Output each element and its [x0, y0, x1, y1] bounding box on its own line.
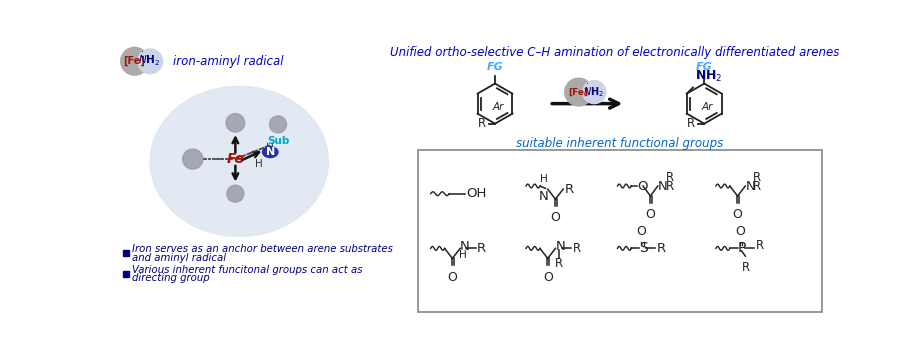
- Text: S: S: [639, 241, 648, 256]
- Text: R: R: [755, 239, 763, 252]
- Text: R: R: [666, 180, 674, 193]
- Text: O: O: [645, 208, 656, 221]
- Text: iron-aminyl radical: iron-aminyl radical: [173, 55, 284, 68]
- Text: Iron serves as an anchor between arene substrates: Iron serves as an anchor between arene s…: [132, 244, 393, 254]
- Text: •: •: [275, 145, 278, 151]
- Bar: [418, 150, 822, 311]
- Text: Sub: Sub: [267, 135, 290, 146]
- Text: H: H: [266, 143, 274, 152]
- Text: O: O: [636, 225, 646, 238]
- Text: H: H: [458, 249, 467, 260]
- Text: O: O: [447, 271, 457, 284]
- Text: P: P: [738, 241, 746, 256]
- Bar: [123, 250, 129, 256]
- Text: N: N: [460, 240, 470, 253]
- Text: suitable inherent functional groups: suitable inherent functional groups: [516, 137, 724, 150]
- Text: R: R: [554, 257, 562, 270]
- Circle shape: [269, 116, 287, 133]
- Circle shape: [227, 185, 244, 202]
- Text: [Fe]: [Fe]: [568, 87, 588, 97]
- Text: N: N: [539, 190, 549, 203]
- Text: O: O: [550, 211, 561, 224]
- Ellipse shape: [263, 147, 278, 158]
- Text: Fe: Fe: [227, 152, 244, 166]
- Circle shape: [226, 114, 244, 132]
- Text: [Fe]: [Fe]: [123, 56, 145, 66]
- Text: N: N: [555, 240, 565, 253]
- Text: R: R: [478, 117, 486, 130]
- Text: R: R: [573, 242, 581, 255]
- Text: FG: FG: [487, 62, 503, 72]
- Text: H: H: [540, 174, 548, 184]
- Text: NH$_2$: NH$_2$: [694, 69, 722, 84]
- Text: $\dot{N}$H$_2$: $\dot{N}$H$_2$: [138, 51, 160, 68]
- Text: O: O: [638, 180, 648, 192]
- Text: $\dot{N}$H$_2$: $\dot{N}$H$_2$: [583, 82, 604, 99]
- Text: O: O: [735, 225, 745, 238]
- Text: OH: OH: [467, 187, 487, 200]
- Text: and aminyl radical: and aminyl radical: [132, 253, 227, 262]
- Text: Ar: Ar: [492, 102, 503, 112]
- Text: H: H: [254, 159, 263, 169]
- Text: O: O: [733, 208, 742, 221]
- Circle shape: [137, 49, 162, 74]
- Circle shape: [565, 78, 593, 106]
- Text: N: N: [745, 180, 755, 192]
- Circle shape: [121, 48, 148, 75]
- Text: N: N: [266, 147, 275, 157]
- Text: R: R: [565, 183, 573, 196]
- Ellipse shape: [150, 86, 328, 236]
- Text: directing group: directing group: [132, 273, 210, 284]
- Text: Unified ortho-selective C–H amination of electronically differentiated arenes: Unified ortho-selective C–H amination of…: [390, 45, 840, 58]
- Bar: [123, 271, 129, 277]
- Text: R: R: [742, 261, 751, 274]
- Text: R: R: [478, 242, 486, 255]
- Text: FG: FG: [696, 62, 713, 72]
- Text: R: R: [657, 242, 666, 255]
- Text: N: N: [657, 180, 668, 192]
- Text: R: R: [753, 180, 762, 193]
- Text: O: O: [543, 271, 552, 284]
- Text: Ar: Ar: [702, 102, 713, 112]
- Circle shape: [183, 149, 203, 169]
- Text: Various inherent funcitonal groups can act as: Various inherent funcitonal groups can a…: [132, 265, 362, 275]
- Text: R: R: [753, 171, 762, 184]
- Text: R: R: [666, 171, 674, 184]
- Text: R: R: [687, 117, 695, 130]
- Circle shape: [583, 81, 606, 103]
